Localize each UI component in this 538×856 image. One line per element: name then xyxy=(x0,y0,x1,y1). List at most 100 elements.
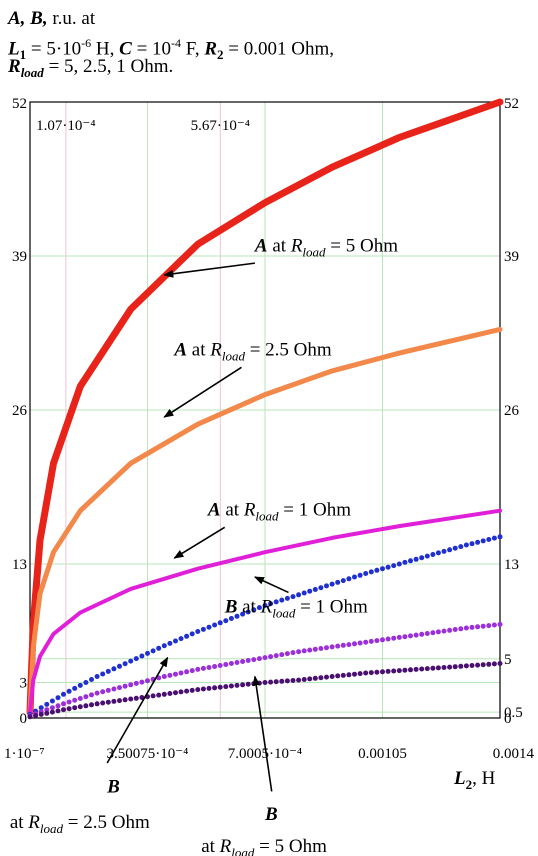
series-point xyxy=(268,654,274,660)
annotation-mid: at xyxy=(237,597,260,618)
series-line-3 xyxy=(28,508,502,715)
series-point xyxy=(391,563,397,569)
series-point xyxy=(117,663,122,669)
series-dots-4 xyxy=(27,534,503,717)
series-line-1 xyxy=(26,98,504,716)
series-point xyxy=(217,684,223,690)
l1-unit: H, xyxy=(95,38,115,60)
series-point xyxy=(240,611,246,617)
series-point xyxy=(486,661,492,667)
series-point xyxy=(251,657,257,663)
series-point xyxy=(228,661,234,666)
series-point xyxy=(296,592,302,598)
annotation-quantity: B xyxy=(264,804,278,825)
series-point xyxy=(340,578,346,584)
series-point xyxy=(458,544,464,550)
series-point xyxy=(105,687,111,693)
series-point xyxy=(156,692,162,698)
series-point xyxy=(391,668,397,674)
series-point xyxy=(430,552,436,557)
series-point xyxy=(245,609,251,615)
annotation-mid: at xyxy=(268,235,291,256)
series-point xyxy=(77,704,83,710)
series-point xyxy=(363,670,369,676)
chart-header-line-2: L1 = 5·10-6 H, C = 10-4 F, R2 = 0.001 Oh… xyxy=(8,32,334,66)
series-point xyxy=(178,636,184,642)
annotation-sub: load xyxy=(231,845,255,856)
series-point xyxy=(301,677,307,682)
annotation-suffix: = 1 Ohm xyxy=(295,597,368,618)
annotation-arrow xyxy=(173,526,226,559)
header-units-text: r.u. at xyxy=(52,8,96,29)
series-point xyxy=(49,705,55,711)
series-point xyxy=(145,678,150,684)
annotation-label: A at Rload = 2.5 Ohm xyxy=(173,340,332,364)
series-point xyxy=(335,673,341,679)
series-point xyxy=(357,640,363,646)
series-point xyxy=(38,705,44,711)
series-point xyxy=(480,538,486,544)
series-point xyxy=(279,597,285,603)
series-point xyxy=(346,672,352,678)
series-point xyxy=(178,689,184,695)
annotation-quantity: A xyxy=(254,235,268,256)
series-point xyxy=(491,661,497,667)
series-point xyxy=(357,572,363,578)
series-point xyxy=(391,635,397,641)
series-point xyxy=(424,666,430,672)
series-point xyxy=(223,618,229,624)
series-point xyxy=(435,629,441,635)
x-tick-label: 3.50075·10⁻⁴ xyxy=(107,746,189,762)
series-point xyxy=(419,631,425,637)
series-point xyxy=(435,550,441,556)
series-point xyxy=(262,655,268,661)
series-point xyxy=(290,650,296,656)
series-point xyxy=(452,545,458,551)
series-point xyxy=(452,627,458,632)
chart-header-line-3: Rload = 5, 2.5, 1 Ohm. xyxy=(8,56,173,84)
series-point xyxy=(189,631,195,637)
series-point xyxy=(55,708,61,714)
y-tick-left-label: 52 xyxy=(12,96,27,112)
series-point xyxy=(424,631,430,636)
plot-frame xyxy=(29,101,501,719)
series-point xyxy=(352,641,357,647)
annotation-suffix: = 2.5 Ohm xyxy=(245,340,332,361)
series-point xyxy=(200,686,206,692)
series-point xyxy=(419,666,425,672)
y-tick-right-label: 0.5 xyxy=(504,705,523,721)
series-point xyxy=(340,642,346,648)
series-point xyxy=(72,697,78,703)
x-tick-label: 0.0014 xyxy=(493,746,535,762)
series-point xyxy=(435,665,441,671)
annotation-arrows xyxy=(106,262,289,792)
series-point xyxy=(469,663,475,668)
series-point xyxy=(49,698,55,704)
series-point xyxy=(223,662,229,667)
l1-exponent: -6 xyxy=(81,36,92,50)
series-point xyxy=(184,688,190,694)
series-point xyxy=(72,685,78,691)
x-tick-label: 7.0005·10⁻⁴ xyxy=(228,746,302,762)
annotation-suffix: = 2.5 Ohm xyxy=(63,812,150,833)
series-point xyxy=(475,539,481,545)
series-point xyxy=(273,653,279,659)
series-point xyxy=(100,671,106,677)
rload-value: = 5, 2.5, 1 Ohm. xyxy=(48,56,174,77)
annotation-arrow xyxy=(254,576,289,594)
series-point xyxy=(324,645,329,651)
annotation-arrow xyxy=(163,262,256,278)
annotation-quantity: A xyxy=(173,340,187,361)
series-point xyxy=(228,616,234,621)
series-point xyxy=(340,672,346,678)
series-point xyxy=(195,687,201,693)
series-point xyxy=(374,638,380,644)
l1-label: L xyxy=(8,38,20,60)
series-point xyxy=(396,668,402,674)
series-point xyxy=(223,684,229,690)
series-point xyxy=(66,688,72,694)
series-point xyxy=(111,686,117,692)
series-point xyxy=(66,706,72,712)
